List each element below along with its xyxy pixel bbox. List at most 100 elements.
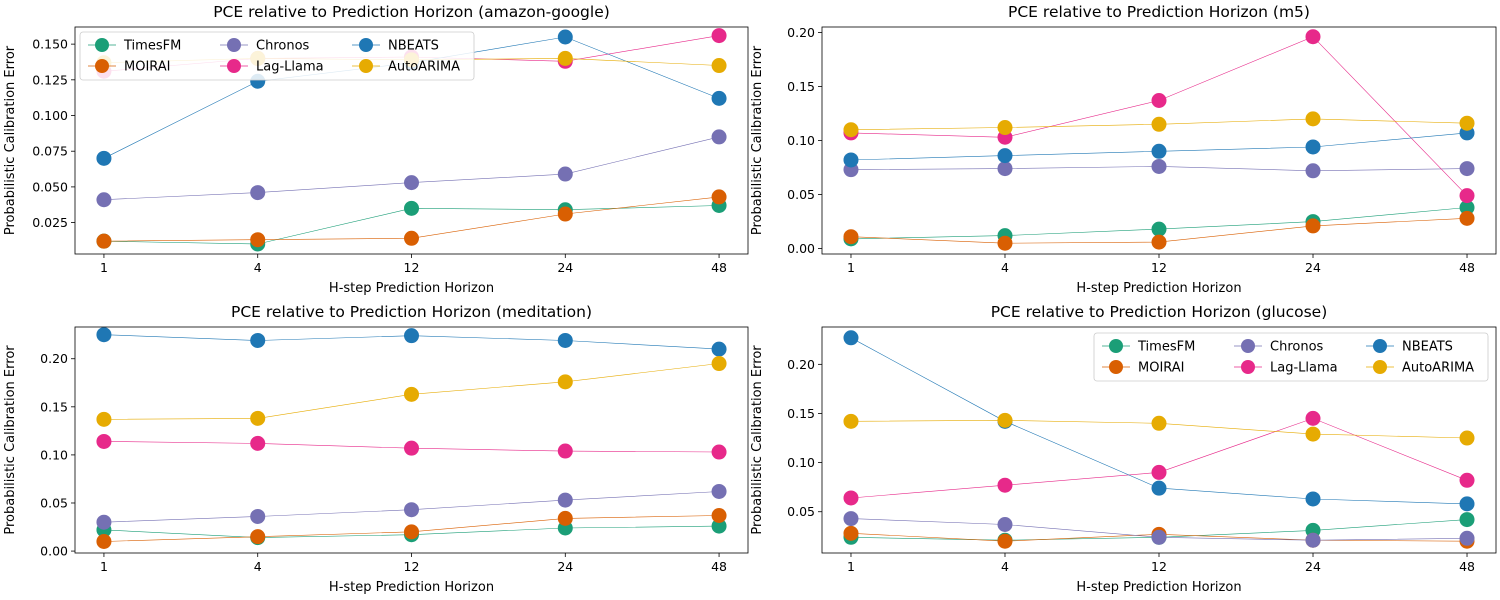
legend-marker [1373, 339, 1387, 353]
data-point-chronos [404, 175, 419, 191]
data-point-chronos [1459, 161, 1475, 177]
data-point-nbeats [96, 150, 112, 166]
y-axis-label: Probabilistic Calibration Error [750, 45, 765, 235]
x-tick-label: 48 [1459, 260, 1475, 275]
chart-title: PCE relative to Prediction Horizon (m5) [1008, 3, 1310, 21]
legend-label: Lag-Llama [1270, 361, 1338, 376]
legend-label: AutoARIMA [1402, 361, 1474, 376]
data-point-autoarima [1305, 426, 1321, 442]
data-point-chronos [711, 483, 727, 499]
data-point-moirai [1459, 210, 1475, 226]
chart-panel: PCE relative to Prediction Horizon (amaz… [3, 3, 749, 296]
data-point-chronos [557, 166, 573, 182]
chart-title: PCE relative to Prediction Horizon (gluc… [991, 303, 1328, 321]
data-point-timesfm [404, 200, 419, 216]
y-tick-label: 0.20 [787, 25, 815, 40]
data-point-nbeats [557, 29, 573, 45]
x-tick-label: 24 [1305, 260, 1321, 275]
data-point-lag-llama [711, 28, 727, 44]
data-point-chronos [1305, 532, 1321, 548]
legend-marker [359, 59, 373, 73]
plot-frame [74, 26, 749, 255]
data-point-autoarima [1151, 116, 1167, 132]
legend-box [79, 31, 475, 81]
data-point-chronos [96, 192, 112, 208]
data-point-lag-llama [96, 433, 112, 449]
y-tick-label: 0.100 [32, 108, 68, 123]
legend-label: Lag-Llama [256, 60, 324, 75]
data-point-moirai [1151, 234, 1167, 250]
data-point-nbeats [711, 90, 727, 106]
data-point-nbeats [1151, 143, 1167, 159]
x-axis-label: H-step Prediction Horizon [1076, 580, 1241, 595]
legend-marker [227, 38, 241, 52]
data-point-moirai [557, 206, 573, 222]
y-tick-label: 0.025 [32, 215, 68, 230]
data-point-autoarima [843, 122, 859, 138]
chart-panel: PCE relative to Prediction Horizon (gluc… [750, 303, 1497, 595]
chart-title: PCE relative to Prediction Horizon (amaz… [213, 3, 610, 21]
data-point-nbeats [1305, 491, 1321, 507]
legend-marker [1109, 339, 1123, 353]
legend: TimesFM MOIRAI Chronos Lag-Llama NBEATS AutoA… [1093, 332, 1489, 382]
legend-marker [1241, 360, 1255, 374]
data-point-nbeats [96, 327, 112, 343]
x-tick-label: 48 [1459, 559, 1475, 574]
data-point-lag-llama [1151, 93, 1167, 109]
y-tick-label: 0.10 [40, 447, 68, 462]
plot-frame [821, 326, 1497, 554]
data-point-autoarima [96, 411, 112, 427]
data-point-lag-llama [250, 435, 266, 451]
legend-marker [95, 59, 109, 73]
data-point-moirai [250, 232, 266, 248]
x-tick-label: 1 [100, 260, 108, 275]
y-tick-label: 0.150 [32, 37, 68, 52]
legend-marker [227, 59, 241, 73]
legend-marker [359, 38, 373, 52]
data-point-chronos [96, 514, 112, 530]
data-point-lag-llama [1305, 410, 1321, 426]
x-tick-label: 12 [404, 260, 420, 275]
y-tick-label: 0.15 [787, 406, 815, 421]
x-tick-label: 4 [254, 260, 262, 275]
y-tick-label: 0.05 [787, 187, 815, 202]
data-point-moirai [843, 229, 859, 245]
data-point-moirai [711, 189, 727, 205]
legend-label: AutoARIMA [388, 60, 460, 75]
x-tick-label: 1 [847, 559, 855, 574]
y-tick-label: 0.125 [32, 72, 68, 87]
x-tick-label: 4 [1001, 260, 1009, 275]
data-point-lag-llama [1151, 464, 1167, 480]
legend-marker [1109, 360, 1123, 374]
data-point-moirai [404, 524, 419, 540]
data-point-chronos [1305, 163, 1321, 179]
legend-marker [1373, 360, 1387, 374]
data-point-chronos [404, 502, 419, 518]
data-point-lag-llama [557, 443, 573, 459]
data-point-moirai [557, 510, 573, 526]
data-point-nbeats [557, 332, 573, 348]
data-point-chronos [557, 492, 573, 508]
data-point-nbeats [250, 332, 266, 348]
data-point-chronos [250, 185, 266, 201]
chart-title: PCE relative to Prediction Horizon (medi… [231, 303, 592, 321]
y-tick-label: 0.075 [32, 144, 68, 159]
data-point-moirai [997, 533, 1013, 549]
data-point-lag-llama [1305, 29, 1321, 45]
x-tick-label: 4 [1001, 559, 1009, 574]
data-point-autoarima [250, 410, 266, 426]
data-point-moirai [843, 525, 859, 541]
y-tick-label: 0.05 [787, 504, 815, 519]
y-tick-label: 0.05 [40, 495, 68, 510]
legend-label: NBEATS [1402, 340, 1453, 355]
data-point-moirai [711, 507, 727, 523]
data-point-autoarima [843, 413, 859, 429]
legend-label: Chronos [1270, 340, 1324, 355]
legend-label: NBEATS [388, 39, 439, 54]
x-tick-label: 48 [711, 260, 727, 275]
y-tick-label: 0.00 [40, 544, 68, 559]
legend-label: MOIRAI [1138, 361, 1185, 376]
data-point-autoarima [711, 58, 727, 74]
chart-panel: PCE relative to Prediction Horizon (m5) 1… [750, 3, 1497, 296]
